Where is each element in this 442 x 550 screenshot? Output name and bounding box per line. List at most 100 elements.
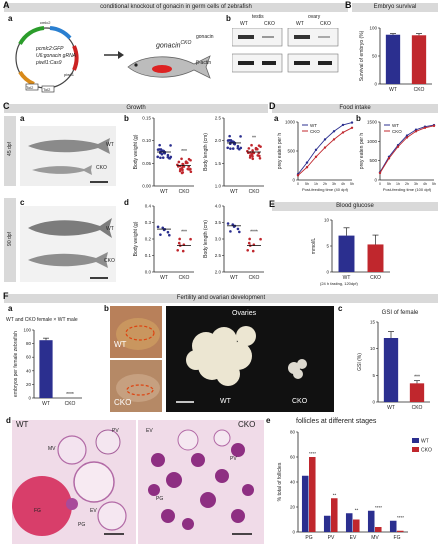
y-axis-label: prey eaten per h — [359, 133, 365, 170]
y-tick-label: 0.10 — [142, 138, 151, 143]
data-point — [231, 147, 235, 150]
data-point — [233, 142, 237, 146]
y-tick-label: 0.2 — [145, 237, 152, 242]
hist-cko-ev: EV — [146, 428, 153, 434]
x-tick-label: 3h — [414, 182, 418, 186]
data-point — [159, 233, 162, 236]
f-cross-label: WT and CKO female × WT male — [6, 317, 78, 323]
series-point — [405, 134, 409, 137]
series-point — [332, 130, 336, 133]
series-point — [323, 138, 327, 141]
panel-letter-a: A — [3, 0, 10, 10]
x-tick-label: MV — [371, 535, 379, 541]
bar-wt-fg — [389, 520, 397, 532]
y-tick-label: 0.0 — [145, 270, 152, 275]
photo90-cko: CKO — [104, 258, 115, 264]
sub-c-a: a — [20, 114, 25, 123]
series-point — [350, 126, 354, 129]
data-point — [181, 249, 185, 253]
x-tick-label: WT — [230, 189, 238, 195]
histology-wt-label: WT — [16, 420, 29, 429]
bar-cko-ev — [353, 519, 360, 532]
fish-photo-45dpf — [20, 126, 116, 186]
y-axis-label: Survival of embryo (%) — [359, 30, 365, 81]
x-tick-label: WT — [160, 275, 168, 281]
y-tick-label: 2.0 — [215, 138, 222, 143]
y-axis-label: prey eaten per h — [277, 133, 283, 170]
y-tick-label: 500 — [369, 158, 377, 163]
y-tick-label: 1.5 — [215, 161, 222, 166]
sub-d-b: b — [356, 114, 361, 123]
y-tick-label: 2.5 — [215, 253, 222, 258]
y-tick-label: 0 — [28, 396, 31, 401]
y-tick-label: 3.5 — [215, 220, 222, 225]
photo45-wt: WT — [106, 142, 114, 148]
x-tick-label: WT — [343, 275, 351, 281]
x-tick-label: 3h — [332, 182, 336, 186]
header-a: conditional knockout of gonacin in germ … — [4, 3, 348, 12]
data-point — [251, 149, 254, 152]
header-f: Fertility and ovarian development — [4, 294, 438, 303]
plasmid-label-1: pcmlc2:GFP — [36, 46, 64, 52]
series-point — [314, 155, 318, 158]
data-point — [231, 223, 235, 226]
data-point — [163, 151, 167, 155]
data-point — [168, 233, 171, 237]
blot-actin-label: β-actin — [196, 60, 212, 66]
legend-label: WT — [392, 123, 399, 128]
data-point — [186, 161, 189, 165]
x-tick-label: CKO — [414, 87, 425, 93]
chart-gsi: GSI of female 0 5 10 15 GSI (%) WT CKO *** — [357, 310, 430, 411]
blot-wt-1: WT — [240, 21, 248, 27]
y-tick-label: 15 — [370, 320, 376, 325]
series-line-cko — [379, 125, 435, 174]
data-point — [161, 226, 165, 230]
legend-swatch — [412, 438, 419, 443]
sub-d-a: a — [274, 114, 279, 123]
data-point — [166, 155, 170, 159]
plasmid-label-2: U6:gonacin gRNA — [36, 53, 77, 59]
hist-wt-fg: FG — [34, 508, 41, 514]
data-point — [181, 168, 184, 172]
header-c: Growth — [4, 104, 268, 113]
data-point — [259, 237, 262, 241]
hist-wt-pv: PV — [112, 428, 119, 434]
series-point — [305, 166, 309, 169]
y-tick-label: 0.15 — [142, 116, 151, 121]
data-point — [251, 154, 254, 158]
data-point — [229, 230, 232, 233]
legend-swatch — [412, 447, 419, 452]
data-point — [178, 169, 182, 173]
sub-f-d: d — [6, 416, 11, 425]
plasmid-label-3: piwil1:Cas9 — [36, 60, 62, 66]
histology-cko-label: CKO — [238, 420, 256, 429]
sig-label: *** — [181, 149, 187, 155]
legend-label: WT — [310, 123, 317, 128]
fish-photo-90dpf — [20, 206, 116, 282]
data-point — [238, 230, 241, 234]
histology-cko — [138, 420, 264, 544]
ovaries-title: Ovaries — [232, 310, 257, 317]
header-d: Food intake — [272, 104, 438, 113]
legend-label: CKO — [392, 129, 402, 134]
chart-food-intake-100: 0 500 1000 1500 prey eaten per h 0 5h 1h 2h 3h 4h 5… — [359, 120, 436, 193]
bar-wt — [385, 34, 401, 84]
x-tick-label: 5h — [350, 182, 354, 186]
sig-label: *** — [181, 229, 187, 235]
y-tick-label: 80 — [290, 430, 296, 435]
data-point — [251, 249, 255, 253]
data-point — [189, 167, 192, 171]
chart-body-weight-90: 0.0 0.1 0.2 0.3 0.4 Body weight (g) WT CKO *** — [133, 204, 194, 281]
plasmid-diagram — [15, 26, 79, 93]
dpf90-text: 90 dpf — [7, 232, 13, 246]
x-tick-label: 5h — [387, 182, 391, 186]
data-point — [239, 146, 243, 150]
series-point — [387, 157, 391, 160]
panel-letter-d: D — [269, 101, 276, 111]
y-tick-label: 5 — [326, 244, 329, 249]
series-point — [314, 148, 318, 152]
y-tick-label: 10 — [370, 346, 376, 351]
chart-body-weight-45: 0.00 0.05 0.10 0.15 Body weight (g) WT CKO *** — [133, 116, 194, 195]
fish-illustration — [127, 55, 211, 79]
arrow-to-fish — [104, 51, 124, 59]
